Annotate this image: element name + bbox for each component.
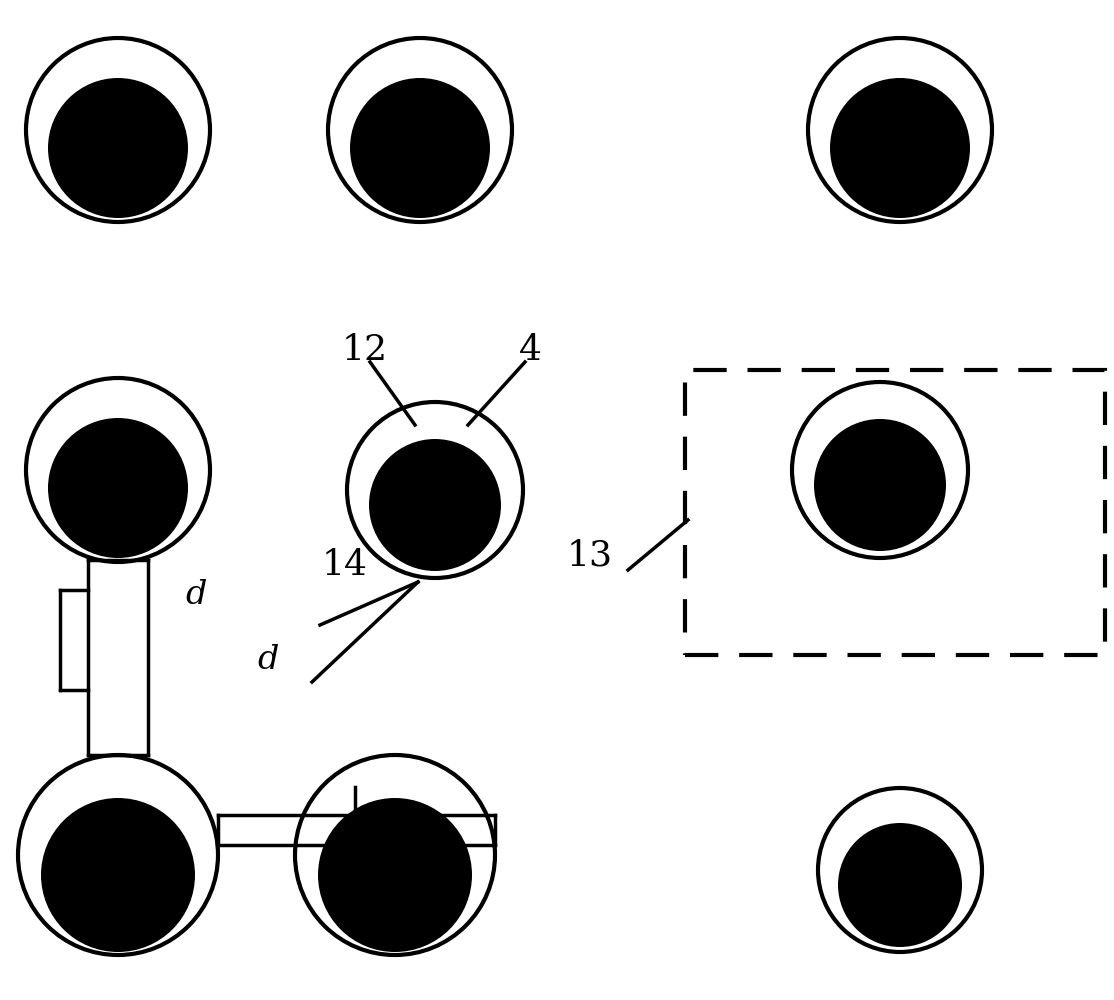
Circle shape	[350, 78, 490, 218]
Circle shape	[369, 439, 501, 571]
Text: d: d	[257, 644, 278, 676]
Circle shape	[328, 38, 512, 222]
Circle shape	[814, 419, 946, 551]
Bar	[685, 370, 1105, 655]
Circle shape	[830, 78, 970, 218]
Circle shape	[41, 798, 195, 952]
Text: 12: 12	[342, 333, 388, 367]
Text: 13: 13	[567, 538, 613, 572]
Circle shape	[792, 382, 968, 558]
Circle shape	[838, 823, 962, 947]
Circle shape	[18, 755, 218, 955]
Circle shape	[818, 788, 983, 952]
Circle shape	[295, 755, 495, 955]
Circle shape	[48, 78, 188, 218]
Circle shape	[26, 378, 211, 562]
Text: d: d	[185, 579, 207, 611]
Circle shape	[48, 418, 188, 558]
Circle shape	[346, 402, 522, 578]
Circle shape	[317, 798, 472, 952]
Text: 14: 14	[322, 548, 368, 582]
Text: 4: 4	[518, 333, 541, 367]
Circle shape	[808, 38, 991, 222]
Circle shape	[26, 38, 211, 222]
